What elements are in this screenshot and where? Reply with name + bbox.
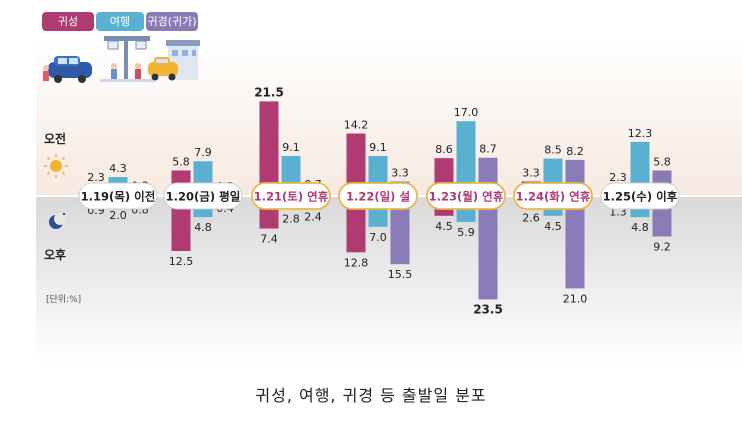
taxi-house-icon xyxy=(148,40,200,81)
am-label: 오전 xyxy=(44,132,67,146)
label-am-1-5: 8.5 xyxy=(544,144,562,157)
label-pm-0-2: 7.4 xyxy=(260,233,278,246)
label-pm-1-1: 4.8 xyxy=(194,221,212,234)
category-pill-1 xyxy=(163,182,243,210)
pm-background xyxy=(36,196,742,364)
bar-am-1-4 xyxy=(456,121,476,196)
label-am-1-3: 9.1 xyxy=(369,141,387,154)
train-station-icon xyxy=(100,36,154,82)
category-pill-4 xyxy=(426,182,506,210)
car-family-icon xyxy=(43,56,92,83)
label-pm-1-2: 2.8 xyxy=(282,212,300,225)
label-pm-1-4: 5.9 xyxy=(457,226,475,239)
label-pm-0-1: 12.5 xyxy=(169,255,194,268)
label-pm-2-5: 21.0 xyxy=(563,292,588,305)
category-label-2: 1.21(토) 연휴 xyxy=(254,190,329,204)
category-pill-0 xyxy=(78,182,158,210)
bar-pm-0-1 xyxy=(171,196,191,251)
label-am-2-5: 8.2 xyxy=(566,145,584,158)
legend-return: 귀경(귀가) xyxy=(146,12,198,31)
label-pm-2-4: 23.5 xyxy=(473,302,503,316)
label-am-0-2: 21.5 xyxy=(254,85,284,99)
category-label-1: 1.20(금) 평일 xyxy=(166,190,241,204)
bar-am-1-6 xyxy=(630,141,650,196)
label-am-0-5: 3.3 xyxy=(522,166,540,179)
pm-label: 오후 xyxy=(44,248,67,262)
label-pm-1-0: 2.0 xyxy=(109,209,127,222)
category-pill-5 xyxy=(513,182,593,210)
sun-icon xyxy=(44,154,68,178)
label-pm-1-6: 4.8 xyxy=(631,221,649,234)
value-labels: 2.30.95.812.521.57.414.212.88.64.53.32.6… xyxy=(87,85,671,316)
label-pm-2-3: 15.5 xyxy=(388,268,413,281)
label-am-0-3: 14.2 xyxy=(344,119,369,132)
label-am-0-4: 8.6 xyxy=(435,143,453,156)
label-pm-1-3: 7.0 xyxy=(369,231,387,244)
bar-am-0-3 xyxy=(346,133,366,196)
label-pm-2-6: 9.2 xyxy=(653,240,671,253)
label-am-1-2: 9.1 xyxy=(282,141,300,154)
category-pill-2 xyxy=(251,182,331,210)
label-pm-0-3: 12.8 xyxy=(344,256,369,269)
category-label-6: 1.25(수) 이후 xyxy=(603,190,678,204)
label-pm-0-5: 2.6 xyxy=(522,211,540,224)
category-label-5: 1.24(화) 연휴 xyxy=(516,190,591,204)
legend-homecoming: 귀성 xyxy=(42,12,94,31)
bar-pm-2-3 xyxy=(390,196,410,265)
label-pm-0-4: 4.5 xyxy=(435,220,453,233)
category-pill-6 xyxy=(600,182,680,210)
label-am-2-6: 5.8 xyxy=(653,155,671,168)
bar-pm-0-3 xyxy=(346,196,366,253)
label-am-0-0: 2.3 xyxy=(87,171,105,184)
category-label-4: 1.23(월) 연휴 xyxy=(429,190,504,204)
label-am-0-6: 2.3 xyxy=(609,171,627,184)
category-labels: 1.19(목) 이전 1.20(금) 평일 1.21(토) 연휴 1.22(일) 설 1… xyxy=(78,182,680,210)
category-pill-3 xyxy=(338,182,418,210)
label-am-2-4: 8.7 xyxy=(479,143,497,156)
bar-am-0-2 xyxy=(259,101,279,196)
category-label-3: 1.22(일) 설 xyxy=(346,190,410,204)
label-am-1-4: 17.0 xyxy=(454,106,479,119)
label-am-0-1: 5.8 xyxy=(172,155,190,168)
label-am-1-1: 7.9 xyxy=(194,146,212,159)
unit-label: [단위:%] xyxy=(46,295,82,305)
legend-travel: 여행 xyxy=(96,12,144,31)
moon-icon xyxy=(49,212,66,229)
label-pm-1-5: 4.5 xyxy=(544,220,562,233)
label-pm-2-2: 2.4 xyxy=(304,211,322,224)
bar-pm-2-4 xyxy=(478,196,498,300)
category-label-0: 1.19(목) 이전 xyxy=(81,190,156,204)
label-am-2-3: 3.3 xyxy=(391,166,409,179)
label-am-1-0: 4.3 xyxy=(109,162,127,175)
bar-pm-2-5 xyxy=(565,196,585,289)
caption: 귀성, 여행, 귀경 등 출발일 분포 xyxy=(255,386,487,405)
label-am-1-6: 12.3 xyxy=(628,127,653,140)
